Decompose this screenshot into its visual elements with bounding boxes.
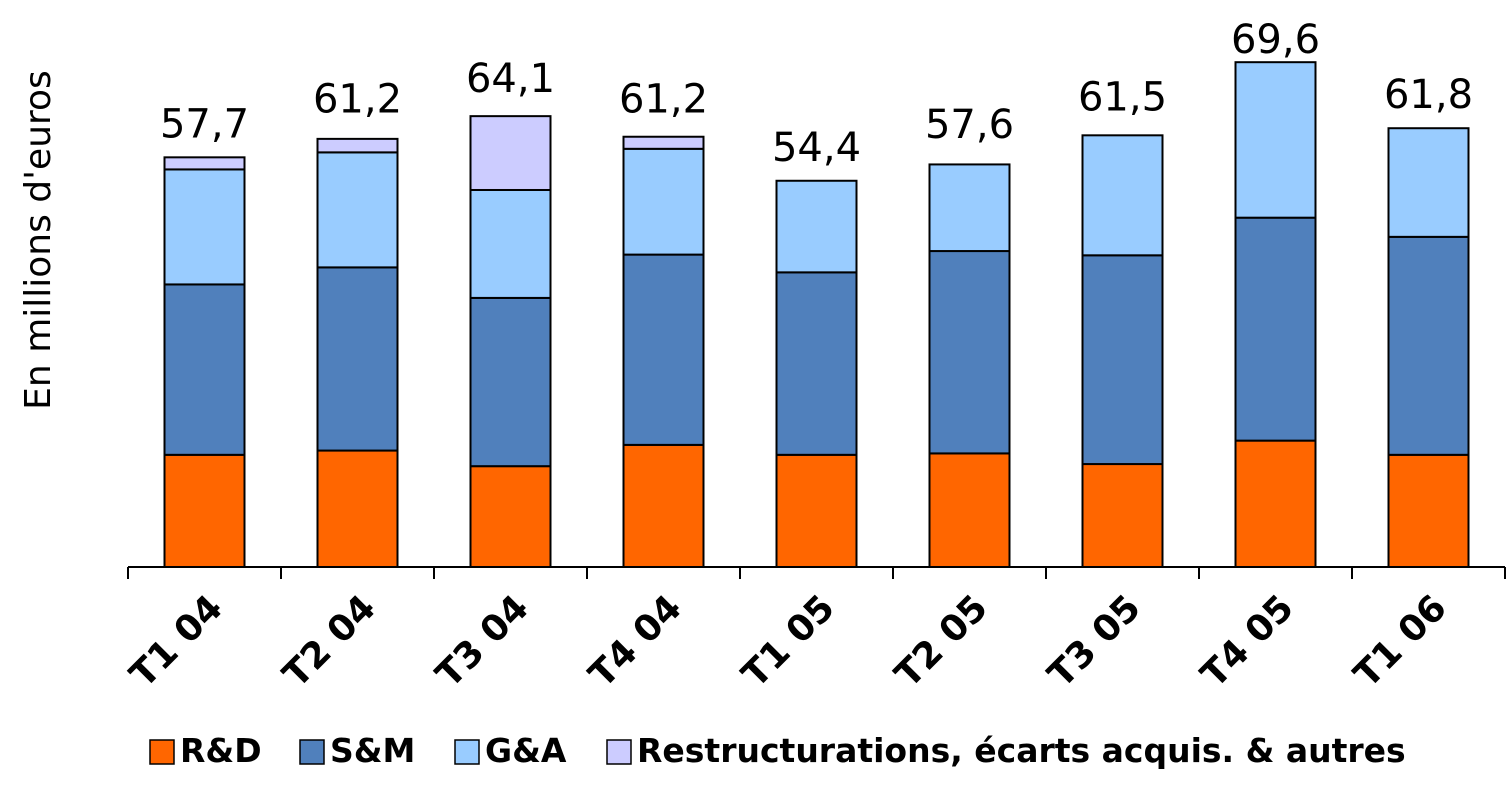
bar-segment-sm-3 xyxy=(469,296,552,468)
legend-swatch-rd xyxy=(149,739,175,765)
category-label: T1 05 xyxy=(734,587,842,695)
bar-segment-ga-5 xyxy=(775,179,858,274)
total-label: 64,1 xyxy=(466,56,555,102)
bar-segment-restructuring-4 xyxy=(622,135,705,150)
legend-label-restructuring: Restructurations, écarts acquis. & autre… xyxy=(637,731,1406,770)
total-label: 57,7 xyxy=(160,101,249,147)
bar-segment-rd-1 xyxy=(163,453,246,569)
category-label: T4 04 xyxy=(581,587,689,695)
legend-swatch-restructuring xyxy=(606,739,632,765)
total-label: 61,2 xyxy=(619,76,708,122)
bar-segment-rd-2 xyxy=(316,449,399,568)
bar-segment-ga-4 xyxy=(622,147,705,256)
category-labels-group: T1 04 T2 04 T3 04 T4 04 T1 05 T2 05 T3 05 T4 05… xyxy=(122,587,1454,695)
bar-segment-ga-3 xyxy=(469,188,552,299)
bar-segment-restructuring-2 xyxy=(316,137,399,154)
bar-segment-sm-2 xyxy=(316,266,399,452)
legend-label-rd: R&D xyxy=(180,731,262,770)
category-label: T3 05 xyxy=(1040,587,1148,695)
y-axis-label: En millions d'euros xyxy=(18,70,59,410)
category-label: T2 05 xyxy=(887,587,995,695)
legend: R&D S&M G&A Restructurations, écarts acquis… xyxy=(149,731,1406,770)
bar-segment-rd-5 xyxy=(775,453,858,569)
x-axis xyxy=(127,566,1506,579)
bar-segment-sm-9 xyxy=(1387,235,1470,456)
bar-segment-ga-6 xyxy=(928,163,1011,253)
total-label: 61,8 xyxy=(1384,72,1473,118)
bar-segment-ga-9 xyxy=(1387,127,1470,238)
category-label: T1 04 xyxy=(122,587,230,695)
bar-segment-ga-8 xyxy=(1234,61,1317,219)
bar-segment-sm-5 xyxy=(775,271,858,456)
total-label: 61,2 xyxy=(313,76,402,122)
total-labels-group: 57,7 61,2 64,1 61,2 54,4 57,6 61,5 69,6 61,8 xyxy=(160,17,1473,171)
total-label: 61,5 xyxy=(1078,74,1167,120)
bars-group xyxy=(163,61,1470,569)
total-label: 69,6 xyxy=(1231,17,1320,63)
bar-segment-ga-1 xyxy=(163,168,246,286)
bar-segment-sm-1 xyxy=(163,283,246,456)
bar-segment-ga-2 xyxy=(316,151,399,269)
category-label: T4 05 xyxy=(1193,587,1301,695)
bar-segment-sm-6 xyxy=(928,250,1011,455)
category-label: T3 04 xyxy=(428,587,536,695)
bar-segment-sm-8 xyxy=(1234,216,1317,442)
bar-segment-rd-6 xyxy=(928,452,1011,568)
category-label: T1 06 xyxy=(1346,587,1454,695)
bar-segment-rd-9 xyxy=(1387,453,1470,569)
legend-label-ga: G&A xyxy=(485,731,567,770)
total-label: 54,4 xyxy=(772,125,861,171)
legend-swatch-ga xyxy=(454,739,480,765)
legend-swatch-sm xyxy=(299,739,325,765)
bar-segment-restructuring-3 xyxy=(469,115,552,191)
legend-label-sm: S&M xyxy=(330,731,415,770)
bar-segment-restructuring-1 xyxy=(163,156,246,171)
category-label: T2 04 xyxy=(275,587,383,695)
bar-segment-rd-4 xyxy=(622,443,705,569)
bar-segment-rd-8 xyxy=(1234,439,1317,568)
bar-segment-rd-3 xyxy=(469,465,552,568)
bar-segment-sm-4 xyxy=(622,253,705,446)
bar-segment-rd-7 xyxy=(1081,463,1164,568)
bar-segment-ga-7 xyxy=(1081,134,1164,257)
total-label: 57,6 xyxy=(925,102,1014,148)
bar-segment-sm-7 xyxy=(1081,254,1164,466)
